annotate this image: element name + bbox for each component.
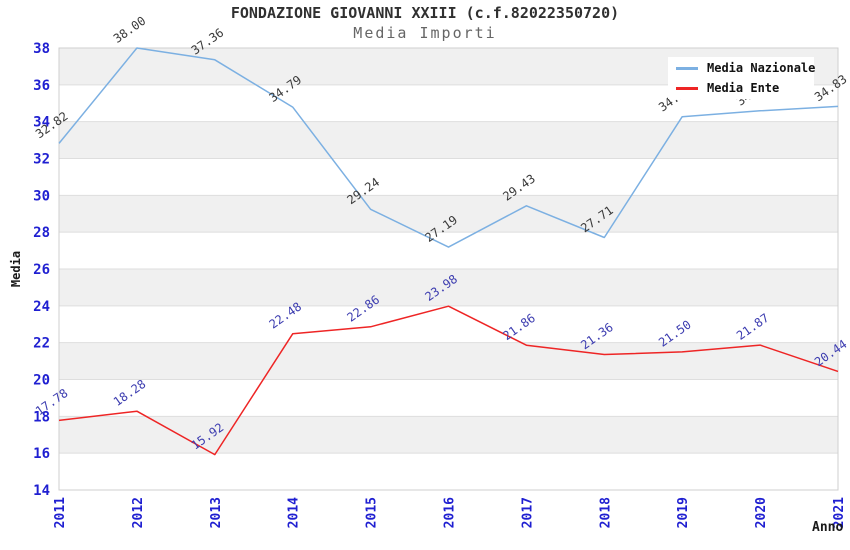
chart-subtitle: Media Importi — [353, 24, 497, 42]
point-label: 38.00 — [111, 14, 149, 46]
y-tick-label: 18 — [33, 409, 50, 425]
legend-label: Media Ente — [707, 81, 780, 95]
y-tick-label: 14 — [33, 483, 50, 499]
y-tick-label: 30 — [33, 188, 50, 204]
grid-band — [59, 269, 838, 306]
x-axis-title: Anno — [812, 520, 843, 535]
y-axis-title: Media — [9, 251, 23, 287]
legend-swatch-red-line-icon — [676, 86, 698, 90]
plot-border — [58, 47, 839, 491]
x-tick-label: 2021 — [832, 497, 847, 528]
legend: Media Nazionale Media Ente — [668, 57, 816, 99]
y-tick-label: 22 — [33, 336, 50, 352]
x-tick-label: 2020 — [754, 497, 769, 528]
y-tick-label: 24 — [33, 299, 50, 315]
grid-band — [59, 195, 838, 233]
x-tick-label: 2014 — [287, 497, 302, 528]
y-tick-label: 28 — [33, 225, 50, 241]
point-label: 21.87 — [734, 311, 772, 343]
y-tick-label: 38 — [33, 41, 50, 57]
x-tick-label: 2011 — [53, 497, 68, 528]
y-tick-label: 16 — [33, 446, 50, 462]
grid-band — [59, 416, 838, 454]
chart-title: FONDAZIONE GIOVANNI XXIII (c.f.820223507… — [230, 4, 620, 22]
x-tick-label: 2017 — [520, 497, 535, 528]
grid-band — [59, 121, 838, 159]
y-tick-label: 20 — [33, 373, 50, 389]
legend-label: Media Nazionale — [707, 61, 816, 75]
point-label: 18.28 — [111, 377, 149, 409]
x-tick-label: 2018 — [598, 497, 613, 528]
x-tick-label: 2012 — [131, 497, 146, 528]
series-line-media-nazionale — [58, 47, 839, 248]
series-line-media-ente — [58, 305, 839, 456]
legend-item-media-ente: Media Ente — [668, 78, 814, 98]
legend-swatch-blue-line-icon — [676, 66, 698, 70]
legend-item-media-nazionale: Media Nazionale — [668, 58, 816, 78]
x-tick-label: 2016 — [443, 497, 458, 528]
y-tick-label: 32 — [33, 152, 50, 168]
y-tick-label: 26 — [33, 262, 50, 278]
x-tick-label: 2019 — [676, 497, 691, 528]
point-label: 21.86 — [500, 311, 538, 343]
y-tick-label: 36 — [33, 78, 50, 94]
x-tick-label: 2013 — [209, 497, 224, 528]
grid-band — [59, 342, 838, 380]
x-tick-label: 2015 — [365, 497, 380, 528]
y-tick-label: 34 — [33, 115, 50, 131]
point-label: 17.78 — [33, 386, 71, 418]
